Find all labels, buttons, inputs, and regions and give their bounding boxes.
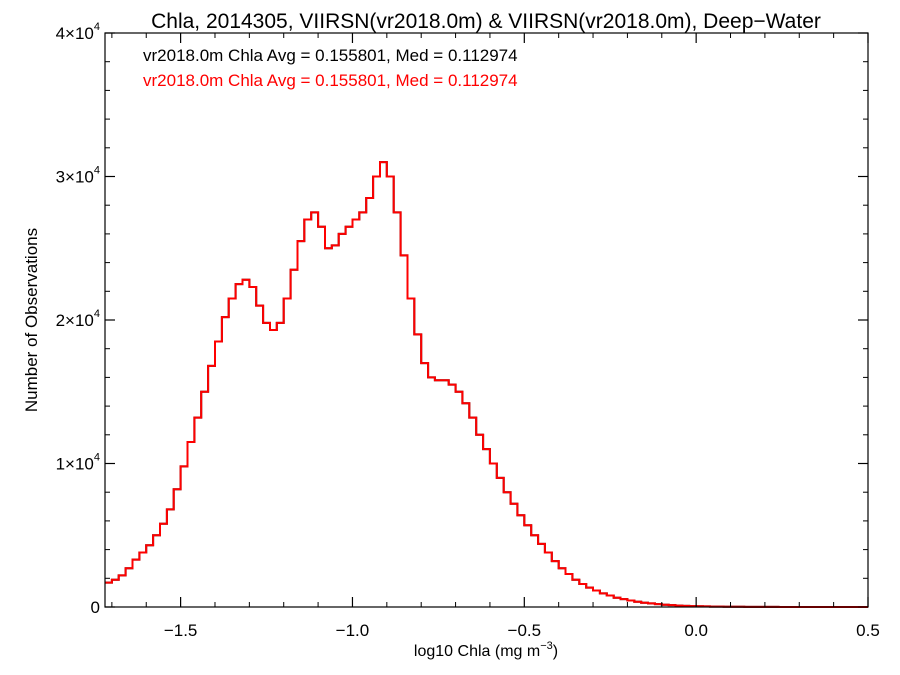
y-axis-label: Number of Observations (22, 228, 41, 412)
x-tick-label: 0.5 (856, 621, 880, 640)
x-axis: −1.5 −1.0 −0.5 0.0 0.5 (111, 33, 880, 640)
stats-annotation: vr2018.0m Chla Avg = 0.155801, Med = 0.1… (143, 46, 518, 65)
y-tick-label-base: 2×10 (56, 311, 94, 330)
series-layer (105, 161, 868, 608)
y-tick-label-exponent: 4 (94, 308, 100, 320)
x-axis-label: log10 Chla (mg m−3) (414, 640, 558, 660)
chart-title: Chla, 2014305, VIIRSN(vr2018.0m) & VIIRS… (151, 10, 821, 33)
y-tick-label-exponent: 4 (94, 452, 100, 464)
y-tick-label: 1×104 (56, 452, 100, 474)
x-tick-label: −1.5 (164, 621, 198, 640)
y-tick-label-exponent: 4 (94, 21, 100, 33)
y-tick-label-base: 4×10 (56, 24, 94, 43)
series-line-2 (105, 161, 868, 608)
x-tick-label: 0.0 (684, 621, 708, 640)
y-tick-label-base: 1×10 (56, 455, 94, 474)
x-axis-label-close: ) (553, 643, 558, 660)
y-tick-label-exponent: 4 (94, 165, 100, 177)
y-tick-label: 3×104 (56, 165, 100, 187)
y-tick-label: 0 (91, 598, 100, 617)
x-tick-label: −1.0 (336, 621, 370, 640)
stats-annotation: vr2018.0m Chla Avg = 0.155801, Med = 0.1… (143, 71, 518, 90)
x-axis-label-text: log10 Chla (mg m (414, 643, 540, 660)
x-tick-label: −0.5 (508, 621, 542, 640)
y-tick-label: 2×104 (56, 308, 100, 330)
annotation-group: vr2018.0m Chla Avg = 0.155801, Med = 0.1… (143, 46, 518, 90)
y-tick-label-base: 0 (91, 598, 100, 617)
y-tick-label-base: 3×10 (56, 168, 94, 187)
y-tick-label: 4×104 (56, 21, 100, 43)
x-axis-label-superscript: −3 (540, 640, 553, 652)
